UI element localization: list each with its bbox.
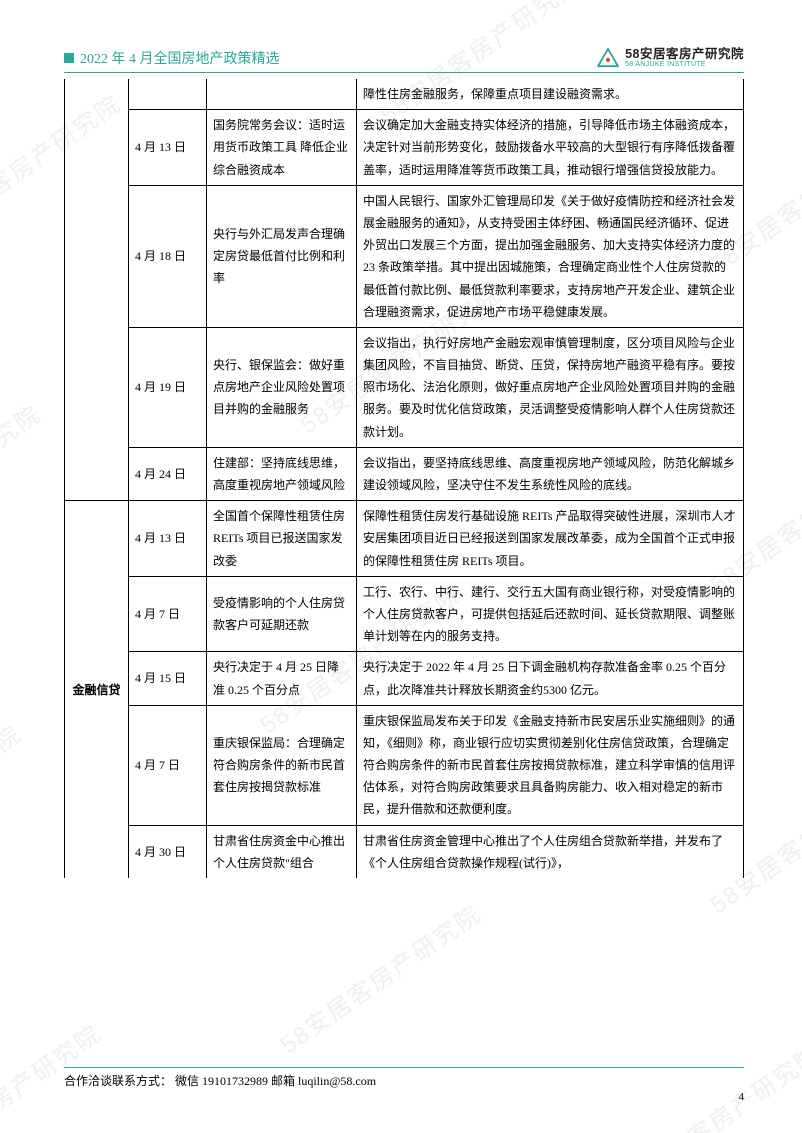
table-row: 4 月 24 日 住建部：坚持底线思维，高度重视房地产领域风险 会议指出，要坚持… [65,447,744,500]
title-cell: 重庆银保监局：合理确定符合购房条件的新市民首套住房按揭贷款标准 [207,705,357,825]
date-cell: 4 月 18 日 [129,185,207,327]
table-row: 4 月 19 日 央行、银保监会：做好重点房地产企业风险处置项目并购的金融服务 … [65,327,744,447]
body-cell: 甘肃省住房资金管理中心推出了个人住房组合贷款新举措，并发布了《个人住房组合贷款操… [357,825,744,878]
policy-table: 障性住房金融服务，保障重点项目建设融资需求。 4 月 13 日 国务院常务会议：… [64,79,744,878]
category-cell [65,327,129,447]
table-row: 4 月 15 日 央行决定于 4 月 25 日降准 0.25 个百分点 央行决定… [65,652,744,705]
body-cell: 央行决定于 2022 年 4 月 25 日下调金融机构存款准备金率 0.25 个… [357,652,744,705]
title-cell: 受疫情影响的个人住房贷款客户可延期还款 [207,576,357,652]
date-cell: 4 月 19 日 [129,327,207,447]
date-cell: 4 月 24 日 [129,447,207,500]
body-cell: 中国人民银行、国家外汇管理局印发《关于做好疫情防控和经济社会发展金融服务的通知》… [357,185,744,327]
logo-icon [597,48,619,68]
category-cell [65,110,129,186]
logo-text-cn: 58安居客房产研究院 [625,48,744,61]
table-row: 4 月 30 日 甘肃省住房资金中心推出个人住房贷款"组合 甘肃省住房资金管理中… [65,825,744,878]
body-cell: 障性住房金融服务，保障重点项目建设融资需求。 [357,79,744,110]
table-row: 金融信贷 4 月 13 日 全国首个保障性租赁住房 REITs 项目已报送国家发… [65,501,744,577]
date-cell [129,79,207,110]
date-cell: 4 月 13 日 [129,501,207,577]
date-cell: 4 月 7 日 [129,705,207,825]
watermark: 58安居客房产研究院 [0,395,47,561]
category-cell [65,79,129,110]
title-cell: 央行决定于 4 月 25 日降准 0.25 个百分点 [207,652,357,705]
table-row: 障性住房金融服务，保障重点项目建设融资需求。 [65,79,744,110]
table-row: 4 月 13 日 国务院常务会议：适时运用货币政策工具 降低企业综合融资成本 会… [65,110,744,186]
footer-contact: 合作洽谈联系方式： 微信 19101732989 邮箱 luqilin@58.c… [64,1067,744,1089]
category-cell-finance: 金融信贷 [65,501,129,878]
document-page: 58安居客房产研究院 58安居客房产研究院 58安居客房产研究院 58安居客房产… [0,0,802,1133]
category-cell [65,185,129,327]
watermark: 58安居客房产研究院 [0,715,27,881]
date-cell: 4 月 7 日 [129,576,207,652]
body-cell: 会议指出，要坚持底线思维、高度重视房地产领域风险，防范化解城乡建设领域风险，坚决… [357,447,744,500]
table-row: 4 月 18 日 央行与外汇局发声合理确定房贷最低首付比例和利率 中国人民银行、… [65,185,744,327]
title-cell: 住建部：坚持底线思维，高度重视房地产领域风险 [207,447,357,500]
page-title: 2022 年 4 月全国房地产政策精选 [80,48,280,68]
date-cell: 4 月 30 日 [129,825,207,878]
title-cell: 全国首个保障性租赁住房 REITs 项目已报送国家发改委 [207,501,357,577]
body-cell: 会议确定加大金融支持实体经济的措施，引导降低市场主体融资成本，决定针对当前形势变… [357,110,744,186]
header-left: 2022 年 4 月全国房地产政策精选 [64,48,280,68]
title-cell [207,79,357,110]
header-accent-square [64,53,74,63]
category-cell [65,447,129,500]
table-row: 4 月 7 日 受疫情影响的个人住房贷款客户可延期还款 工行、农行、中行、建行、… [65,576,744,652]
date-cell: 4 月 15 日 [129,652,207,705]
brand-logo: 58安居客房产研究院 58 ANJUKE INSTITUTE [597,48,744,68]
body-cell: 会议指出，执行好房地产金融宏观审慎管理制度，区分项目风险与企业集团风险，不盲目抽… [357,327,744,447]
title-cell: 国务院常务会议：适时运用货币政策工具 降低企业综合融资成本 [207,110,357,186]
title-cell: 央行、银保监会：做好重点房地产企业风险处置项目并购的金融服务 [207,327,357,447]
watermark: 58安居客房产研究院 [272,895,488,1061]
body-cell: 保障性租赁住房发行基础设施 REITs 产品取得突破性进展，深圳市人才安居集团项… [357,501,744,577]
logo-text-en: 58 ANJUKE INSTITUTE [625,61,744,68]
body-cell: 工行、农行、中行、建行、交行五大国有商业银行称，对受疫情影响的个人住房贷款客户，… [357,576,744,652]
header-bar: 2022 年 4 月全国房地产政策精选 58安居客房产研究院 58 ANJUKE… [64,48,744,73]
date-cell: 4 月 13 日 [129,110,207,186]
table-row: 4 月 7 日 重庆银保监局：合理确定符合购房条件的新市民首套住房按揭贷款标准 … [65,705,744,825]
body-cell: 重庆银保监局发布关于印发《金融支持新市民安居乐业实施细则》的通知，《细则》称，商… [357,705,744,825]
page-number: 4 [739,1091,745,1103]
title-cell: 甘肃省住房资金中心推出个人住房贷款"组合 [207,825,357,878]
title-cell: 央行与外汇局发声合理确定房贷最低首付比例和利率 [207,185,357,327]
